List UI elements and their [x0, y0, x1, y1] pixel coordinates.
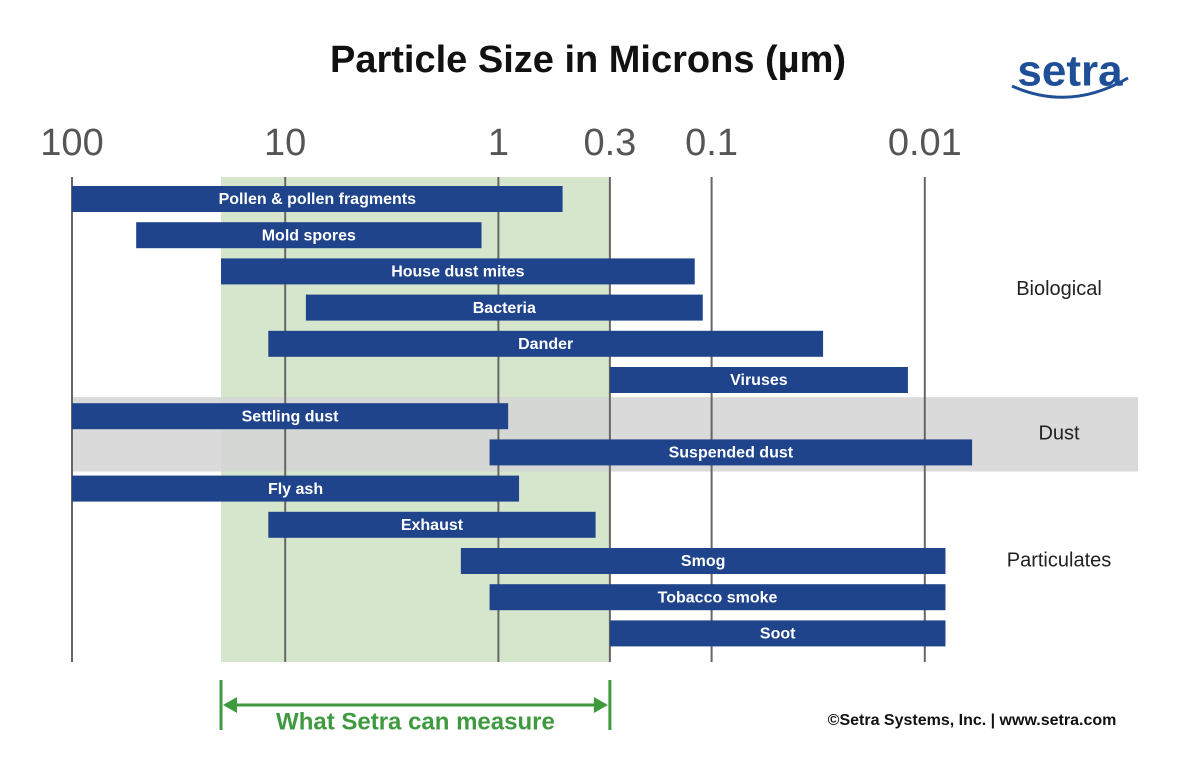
bar-label: Tobacco smoke: [658, 589, 778, 606]
x-tick-label: 10: [264, 122, 306, 164]
plot: 100 10 1 0.3 0.1 0.01 Pollen & pollen fragment…: [40, 122, 1138, 735]
bar: [609, 367, 908, 393]
bar: [72, 186, 563, 212]
bar: [460, 548, 946, 574]
bar-label: Suspended dust: [669, 445, 794, 462]
bar-label: Exhaust: [401, 517, 464, 534]
bar-label: Fly ash: [268, 481, 323, 498]
x-tick-label: 0.01: [888, 122, 962, 164]
arrow-head: [593, 697, 608, 713]
group-label: Particulates: [1007, 549, 1112, 571]
bar-label: Viruses: [730, 372, 788, 389]
bar-label: Dander: [518, 336, 573, 353]
arrow-head: [223, 697, 238, 713]
bar: [221, 258, 695, 285]
bar: [136, 222, 482, 249]
bar: [609, 620, 946, 647]
x-tick-label: 0.1: [685, 122, 738, 164]
logo-swoosh: [1011, 76, 1129, 99]
chart-title: Particle Size in Microns (µm): [330, 39, 846, 81]
logo: setra: [1011, 47, 1129, 99]
footer: ©Setra Systems, Inc. | www.setra.com: [828, 712, 1117, 729]
group-label: Dust: [1038, 423, 1080, 445]
range-label: What Setra can measure: [276, 708, 555, 735]
bar-label: Mold spores: [262, 227, 356, 244]
bar: [305, 294, 703, 321]
bar: [489, 439, 973, 466]
bar: [72, 403, 509, 430]
bar: [268, 330, 824, 357]
bar: [72, 475, 520, 502]
x-tick-label: 1: [488, 122, 509, 164]
bar-label: Pollen & pollen fragments: [219, 191, 416, 208]
bar-label: House dust mites: [391, 264, 524, 281]
x-tick-label: 100: [40, 122, 103, 164]
x-tick-label: 0.3: [583, 122, 636, 164]
bar-label: Smog: [681, 553, 725, 570]
bar-label: Soot: [760, 626, 796, 643]
bar-label: Bacteria: [473, 300, 536, 317]
group-label: Biological: [1016, 278, 1102, 300]
bar: [268, 511, 596, 538]
bar: [489, 584, 946, 611]
bar-label: Settling dust: [242, 408, 340, 425]
